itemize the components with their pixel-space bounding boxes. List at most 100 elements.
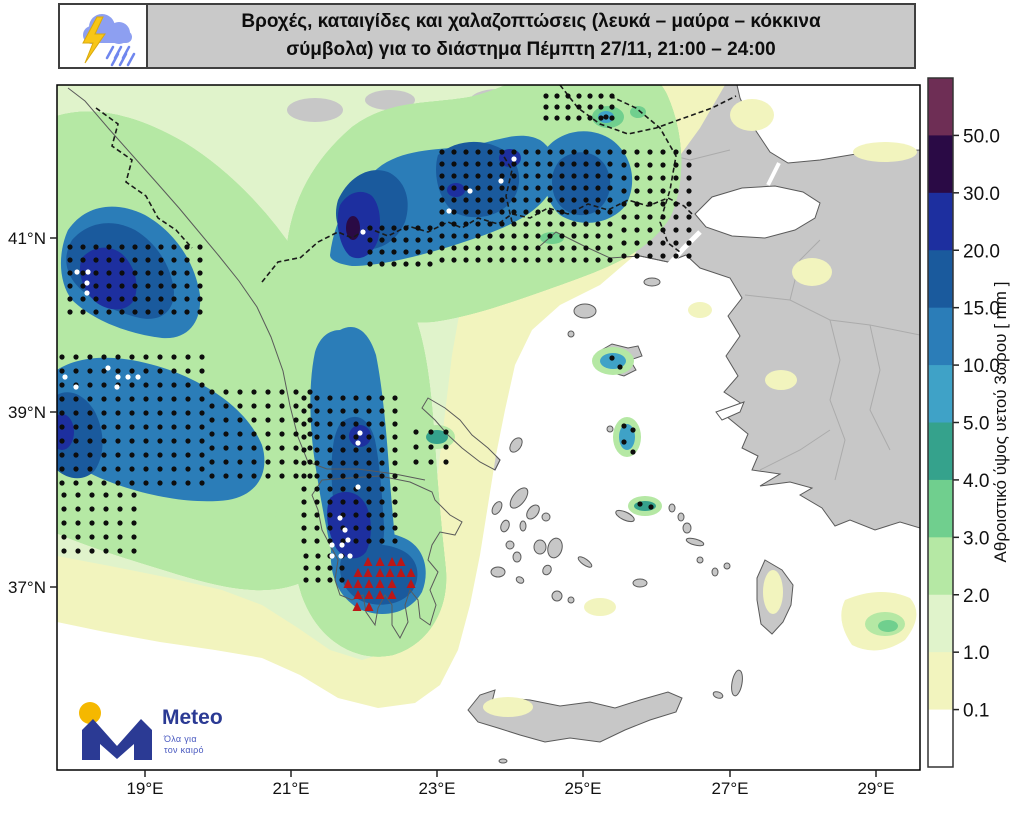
island xyxy=(697,557,703,563)
colorbar-segment xyxy=(928,423,953,481)
storm-dot xyxy=(583,185,588,190)
storm-dot xyxy=(251,459,256,464)
storm-dot xyxy=(379,225,384,230)
storm-dot xyxy=(475,185,480,190)
storm-dot xyxy=(199,354,204,359)
storm-dot xyxy=(475,161,480,166)
storm-dot xyxy=(379,408,384,413)
storm-dot xyxy=(184,283,189,288)
island xyxy=(534,540,546,554)
storm-dot xyxy=(251,473,256,478)
colorbar-tick-label: 2.0 xyxy=(963,586,989,607)
storm-dot xyxy=(131,534,136,539)
rain-core-20-30 xyxy=(447,183,465,197)
storm-dot xyxy=(499,173,504,178)
storm-dot xyxy=(301,408,306,413)
storm-dot xyxy=(315,553,320,558)
storm-dot xyxy=(73,424,78,429)
storm-dot xyxy=(339,565,344,570)
storm-dot xyxy=(607,161,612,166)
storm-dot xyxy=(197,296,202,301)
storm-dot xyxy=(475,173,480,178)
storm-dot xyxy=(119,270,124,275)
heavy-storm-dot xyxy=(73,384,78,389)
storm-dot xyxy=(607,149,612,154)
y-axis: 41°N39°N37°N xyxy=(8,229,57,597)
storm-dot xyxy=(75,520,80,525)
heavy-storm-dot xyxy=(467,188,472,193)
storm-dot xyxy=(547,221,552,226)
storm-dot xyxy=(647,162,652,167)
storm-dot xyxy=(327,395,332,400)
colorbar-segment xyxy=(928,480,953,538)
storm-dot xyxy=(634,227,639,232)
island xyxy=(683,523,691,533)
storm-dot xyxy=(547,257,552,262)
heavy-storm-dot xyxy=(347,553,352,558)
storm-dot xyxy=(103,492,108,497)
storm-dot xyxy=(621,175,626,180)
storm-dot xyxy=(475,209,480,214)
storm-dot xyxy=(93,257,98,262)
island xyxy=(513,552,521,562)
storm-dot xyxy=(621,162,626,167)
storm-dot xyxy=(392,538,397,543)
island xyxy=(568,331,574,337)
storm-dot xyxy=(327,473,332,478)
storm-dot xyxy=(523,233,528,238)
storm-dot xyxy=(129,396,134,401)
storm-dot xyxy=(171,452,176,457)
storm-dot xyxy=(439,161,444,166)
storm-dot xyxy=(353,473,358,478)
storm-dot xyxy=(197,257,202,262)
storm-dot xyxy=(157,354,162,359)
storm-dot xyxy=(197,244,202,249)
storm-dot xyxy=(197,309,202,314)
storm-dot xyxy=(571,257,576,262)
storm-dot xyxy=(143,354,148,359)
storm-dot xyxy=(171,424,176,429)
storm-dot xyxy=(301,460,306,465)
storm-dot xyxy=(185,466,190,471)
storm-dot xyxy=(89,520,94,525)
x-axis: 19°E21°E23°E25°E27°E29°E xyxy=(126,770,894,798)
storm-dot xyxy=(353,512,358,517)
heavy-storm-dot xyxy=(355,484,360,489)
storm-dot xyxy=(673,253,678,258)
storm-dot xyxy=(583,149,588,154)
storm-dot xyxy=(199,480,204,485)
storm-dot xyxy=(353,525,358,530)
colorbar-segment xyxy=(928,135,953,193)
storm-dot xyxy=(157,438,162,443)
storm-dot xyxy=(547,197,552,202)
storm-dot xyxy=(499,185,504,190)
storm-dot xyxy=(293,417,298,422)
storm-dot xyxy=(145,296,150,301)
storm-dot xyxy=(61,520,66,525)
storm-dot xyxy=(366,421,371,426)
storm-dot xyxy=(301,395,306,400)
storm-dot xyxy=(80,309,85,314)
storm-dot xyxy=(463,149,468,154)
heavy-storm-dot xyxy=(329,542,334,547)
storm-dot xyxy=(379,249,384,254)
storm-dot xyxy=(439,245,444,250)
x-tick-label: 21°E xyxy=(272,779,309,798)
storm-dot xyxy=(307,445,312,450)
storm-dot xyxy=(119,309,124,314)
storm-dot xyxy=(131,492,136,497)
storm-dot xyxy=(132,244,137,249)
island xyxy=(552,591,562,601)
map-area xyxy=(50,84,920,770)
storm-dot xyxy=(686,214,691,219)
storm-dot xyxy=(75,492,80,497)
storm-dot xyxy=(647,149,652,154)
colorbar-tick-label: 50.0 xyxy=(963,126,1000,147)
storm-dot xyxy=(237,403,242,408)
colorbar-segment xyxy=(928,193,953,251)
storm-dot xyxy=(158,309,163,314)
storm-dot xyxy=(621,423,626,428)
storm-dot xyxy=(185,480,190,485)
storm-dot xyxy=(379,261,384,266)
storm-dot xyxy=(379,473,384,478)
